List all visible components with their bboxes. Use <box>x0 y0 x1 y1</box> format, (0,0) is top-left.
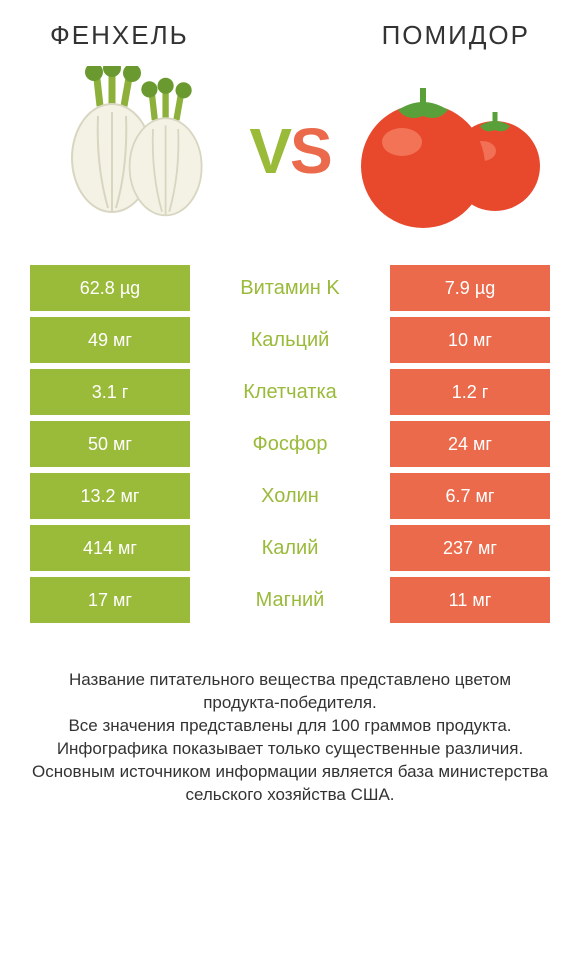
right-value: 1.2 г <box>390 369 550 415</box>
images-row: VS <box>0 65 580 265</box>
nutrient-label: Кальций <box>190 317 390 363</box>
nutrient-label: Витамин K <box>190 265 390 311</box>
nutrient-label: Холин <box>190 473 390 519</box>
tomato-image <box>360 66 540 236</box>
left-value: 17 мг <box>30 577 190 623</box>
table-row: 17 мгМагний11 мг <box>30 577 550 623</box>
left-value: 13.2 мг <box>30 473 190 519</box>
left-value: 49 мг <box>30 317 190 363</box>
table-row: 62.8 µgВитамин K7.9 µg <box>30 265 550 311</box>
right-food-title: Помидор <box>382 20 530 51</box>
footer-line: Основным источником информации является … <box>30 761 550 807</box>
nutrient-label: Фосфор <box>190 421 390 467</box>
right-value: 24 мг <box>390 421 550 467</box>
left-food-title: Фенхель <box>50 20 189 51</box>
nutrient-label: Калий <box>190 525 390 571</box>
tomato-icon <box>360 66 540 236</box>
fennel-icon <box>40 66 220 236</box>
footer-notes: Название питательного вещества представл… <box>0 629 580 807</box>
nutrient-table: 62.8 µgВитамин K7.9 µg 49 мгКальций10 мг 3… <box>0 265 580 623</box>
right-value: 6.7 мг <box>390 473 550 519</box>
table-row: 49 мгКальций10 мг <box>30 317 550 363</box>
header: Фенхель Помидор <box>0 0 580 65</box>
nutrient-label: Клетчатка <box>190 369 390 415</box>
nutrient-label: Магний <box>190 577 390 623</box>
vs-label: VS <box>249 114 330 188</box>
footer-line: Название питательного вещества представл… <box>30 669 550 715</box>
right-value: 10 мг <box>390 317 550 363</box>
left-value: 3.1 г <box>30 369 190 415</box>
fennel-image <box>40 66 220 236</box>
footer-line: Все значения представлены для 100 граммо… <box>30 715 550 738</box>
table-row: 3.1 гКлетчатка1.2 г <box>30 369 550 415</box>
right-value: 237 мг <box>390 525 550 571</box>
left-value: 50 мг <box>30 421 190 467</box>
vs-s: S <box>290 115 331 187</box>
table-row: 50 мгФосфор24 мг <box>30 421 550 467</box>
table-row: 13.2 мгХолин6.7 мг <box>30 473 550 519</box>
left-value: 414 мг <box>30 525 190 571</box>
right-value: 7.9 µg <box>390 265 550 311</box>
right-value: 11 мг <box>390 577 550 623</box>
footer-line: Инфографика показывает только существенн… <box>30 738 550 761</box>
left-value: 62.8 µg <box>30 265 190 311</box>
table-row: 414 мгКалий237 мг <box>30 525 550 571</box>
vs-v: V <box>249 115 290 187</box>
